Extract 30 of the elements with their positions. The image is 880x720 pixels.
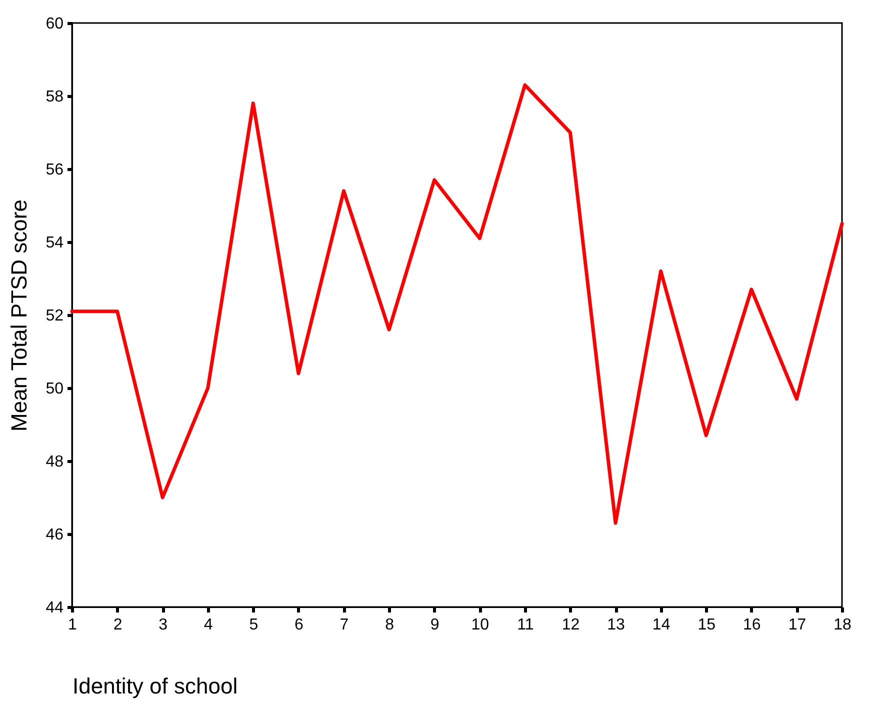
x-tick-label: 7 xyxy=(340,616,349,634)
line-series xyxy=(70,83,844,525)
x-tick-label: 3 xyxy=(158,616,168,634)
x-tick-label: 2 xyxy=(113,616,122,634)
y-tick-label: 52 xyxy=(46,308,64,324)
x-tick-label: 11 xyxy=(517,616,534,634)
x-tick-label: 13 xyxy=(607,616,626,634)
x-axis-title: Identity of school xyxy=(72,674,238,698)
x-tick-label: 17 xyxy=(788,616,806,634)
y-tick-label: 48 xyxy=(46,454,64,470)
x-tick-label: 8 xyxy=(385,616,394,634)
y-tick-label: 46 xyxy=(46,526,64,544)
x-tick-label: 5 xyxy=(249,616,258,634)
x-tick-label: 9 xyxy=(430,616,440,634)
y-tick-label: 60 xyxy=(46,16,64,32)
y-axis-title: Mean Total PTSD score xyxy=(6,200,32,432)
x-tick-label: 12 xyxy=(562,616,580,634)
x-tick-label: 18 xyxy=(834,616,852,634)
x-tick-label: 6 xyxy=(294,616,304,634)
x-tick-label: 10 xyxy=(471,616,490,634)
x-tick-label: 1 xyxy=(68,616,78,634)
y-tick-label: 56 xyxy=(46,162,64,178)
y-tick-label: 54 xyxy=(46,234,64,252)
x-tick-label: 14 xyxy=(652,616,670,634)
y-tick-label: 44 xyxy=(46,600,64,616)
y-tick-label: 50 xyxy=(46,380,64,398)
x-tick-label: 16 xyxy=(743,616,761,634)
x-tick-label: 4 xyxy=(204,616,213,634)
y-tick-label: 58 xyxy=(46,88,64,106)
x-tick-label: 15 xyxy=(698,616,716,634)
